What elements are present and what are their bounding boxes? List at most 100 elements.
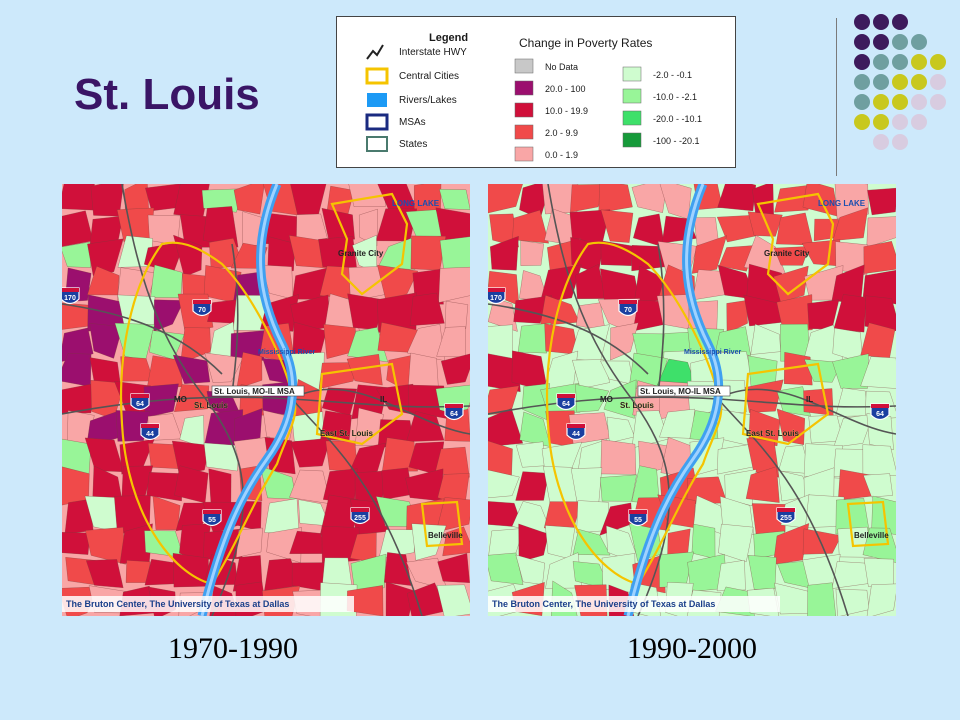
decor-dot xyxy=(873,134,889,150)
interstate-shield-icon: 55 xyxy=(628,509,648,527)
decor-dot xyxy=(892,134,908,150)
decor-dot xyxy=(873,34,889,50)
decor-dot xyxy=(854,14,870,30)
decorative-dot-grid xyxy=(854,14,946,150)
legend-class-label: 0.0 - 1.9 xyxy=(545,150,578,160)
decor-dot xyxy=(892,34,908,50)
decor-dot xyxy=(911,74,927,90)
svg-text:55: 55 xyxy=(208,517,216,524)
layer-label: MSAs xyxy=(399,117,426,128)
place-label: Granite City xyxy=(764,249,810,258)
place-label: MO xyxy=(174,395,187,404)
svg-text:64: 64 xyxy=(876,411,884,418)
rivers-swatch xyxy=(367,93,387,107)
decor-dot xyxy=(892,94,908,110)
interstate-shield-icon: 44 xyxy=(140,423,160,441)
interstate-shield-icon: 64 xyxy=(870,403,890,421)
layer-label: States xyxy=(399,139,427,150)
svg-text:64: 64 xyxy=(136,401,144,408)
poverty-heading: Change in Poverty Rates xyxy=(519,36,652,50)
central-city-boundary xyxy=(545,192,890,586)
place-label: MO xyxy=(600,395,613,404)
legend-class-label: 10.0 - 19.9 xyxy=(545,106,588,116)
interstate-shield-icon: 170 xyxy=(488,287,506,305)
interstate-shield-icon: 70 xyxy=(618,299,638,317)
interstate-shield-icon: 64 xyxy=(444,403,464,421)
decor-dot xyxy=(873,94,889,110)
svg-text:44: 44 xyxy=(572,431,580,438)
decor-dot xyxy=(911,114,927,130)
legend-swatch xyxy=(622,110,642,126)
interstate-shield-icon: 170 xyxy=(62,287,80,305)
map-1990-2000: LONG LAKE Granite City Mississippi River St… xyxy=(488,184,896,616)
legend-class-label: -20.0 - -10.1 xyxy=(653,114,702,124)
decor-dot xyxy=(930,74,946,90)
msa-swatch xyxy=(365,113,389,131)
decor-dot xyxy=(854,34,870,50)
svg-text:70: 70 xyxy=(624,307,632,314)
svg-text:255: 255 xyxy=(780,515,792,522)
legend-heading: Legend xyxy=(429,32,468,44)
map-caption-1970-1990: 1970-1990 xyxy=(168,632,298,665)
decor-dot xyxy=(892,54,908,70)
legend-class-label: 2.0 - 9.9 xyxy=(545,128,578,138)
svg-text:170: 170 xyxy=(490,295,502,302)
place-label: Belleville xyxy=(428,531,463,540)
central-cities-swatch xyxy=(365,67,389,85)
page-title: St. Louis xyxy=(74,70,260,119)
legend-class-label: -10.0 - -2.1 xyxy=(653,92,697,102)
place-label: East St. Louis xyxy=(320,429,373,438)
place-label: St. Louis, MO-IL MSA xyxy=(640,387,721,396)
legend-class-label: No Data xyxy=(545,62,578,72)
decor-dot xyxy=(854,94,870,110)
legend-swatch xyxy=(514,80,534,96)
place-label: East St. Louis xyxy=(746,429,799,438)
place-label: IL xyxy=(806,395,813,404)
map-credit: The Bruton Center, The University of Tex… xyxy=(66,599,289,609)
interstate-shield-icon: 55 xyxy=(202,509,222,527)
place-label: Mississippi River xyxy=(684,349,741,356)
decor-dot xyxy=(911,54,927,70)
place-label: Granite City xyxy=(338,249,384,258)
svg-text:255: 255 xyxy=(354,515,366,522)
place-label: LONG LAKE xyxy=(392,199,440,208)
map-caption-1990-2000: 1990-2000 xyxy=(627,632,757,665)
decor-dot xyxy=(854,74,870,90)
place-label: LONG LAKE xyxy=(818,199,866,208)
decor-dot xyxy=(873,114,889,130)
decor-dot xyxy=(873,54,889,70)
svg-text:170: 170 xyxy=(64,295,76,302)
interstate-shield-icon: 64 xyxy=(130,393,150,411)
decor-dot xyxy=(854,54,870,70)
legend-swatch xyxy=(514,58,534,74)
svg-text:64: 64 xyxy=(562,401,570,408)
interstate-shield-icon: 70 xyxy=(192,299,212,317)
svg-text:55: 55 xyxy=(634,517,642,524)
decor-dot xyxy=(930,54,946,70)
divider-line xyxy=(836,18,837,176)
place-label: IL xyxy=(380,395,387,404)
legend-swatch xyxy=(514,102,534,118)
decor-dot xyxy=(911,34,927,50)
legend-class-label: -2.0 - -0.1 xyxy=(653,70,692,80)
map-1970-1990: LONG LAKE Granite City Mississippi River St… xyxy=(62,184,470,616)
svg-text:70: 70 xyxy=(198,307,206,314)
legend-class-label: -100 - -20.1 xyxy=(653,136,700,146)
layer-label: Rivers/Lakes xyxy=(399,95,457,106)
states-swatch xyxy=(366,136,388,152)
central-city-boundary xyxy=(119,192,464,586)
decor-dot xyxy=(911,94,927,110)
legend-swatch xyxy=(514,124,534,140)
map-legend: Legend Change in Poverty Rates Interstat… xyxy=(336,16,736,168)
legend-swatch xyxy=(622,132,642,148)
interstate-shield-icon: 255 xyxy=(776,507,796,525)
interstate-shield-icon: 255 xyxy=(350,507,370,525)
place-label: St. Louis xyxy=(620,401,654,410)
layer-label: Central Cities xyxy=(399,71,459,82)
place-label: St. Louis xyxy=(194,401,228,410)
decor-dot xyxy=(892,74,908,90)
legend-swatch xyxy=(622,66,642,82)
map-credit: The Bruton Center, The University of Tex… xyxy=(492,599,715,609)
interstate-shield-icon: 44 xyxy=(566,423,586,441)
svg-text:64: 64 xyxy=(450,411,458,418)
